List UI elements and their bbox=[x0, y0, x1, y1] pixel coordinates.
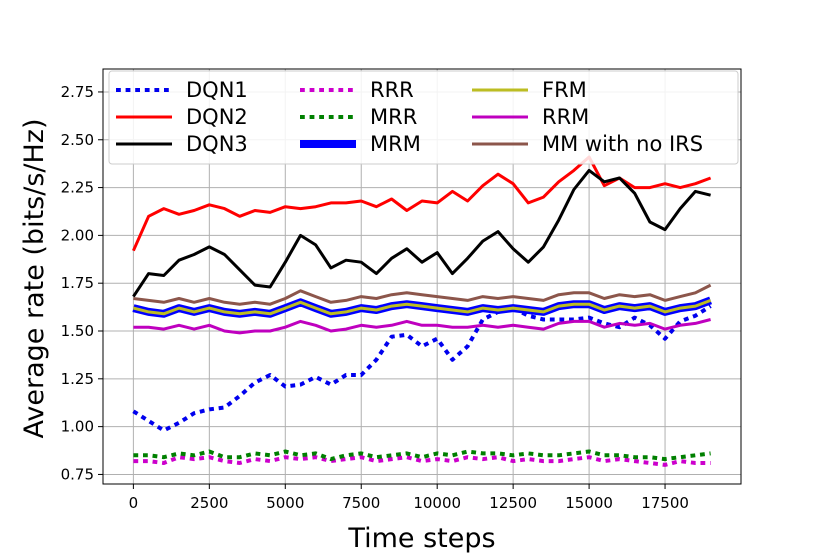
legend-label: DQN1 bbox=[186, 78, 248, 102]
x-tick-label: 15000 bbox=[565, 494, 613, 512]
y-tick-label: 1.75 bbox=[61, 274, 94, 292]
legend-label: MRM bbox=[370, 132, 421, 156]
y-tick-label: 2.25 bbox=[61, 179, 94, 197]
legend-box bbox=[108, 70, 739, 165]
legend-label: MM with no IRS bbox=[542, 132, 703, 156]
x-tick-label: 7500 bbox=[342, 494, 380, 512]
series-line-rrr bbox=[133, 455, 711, 467]
x-tick-label: 2500 bbox=[190, 494, 228, 512]
y-tick-label: 1.00 bbox=[61, 418, 94, 436]
x-tick-label: 12500 bbox=[489, 494, 537, 512]
y-axis-label: Average rate (bits/s/Hz) bbox=[19, 119, 50, 439]
series-line-frm bbox=[133, 298, 712, 316]
y-tick-label: 1.50 bbox=[61, 322, 94, 340]
legend-label: DQN3 bbox=[186, 132, 248, 156]
legend-label: MRR bbox=[370, 105, 417, 129]
y-tick-label: 2.00 bbox=[61, 226, 94, 244]
y-tick-label: 2.75 bbox=[61, 83, 94, 101]
legend-label: RRR bbox=[370, 78, 414, 102]
x-tick-label: 5000 bbox=[266, 494, 304, 512]
series-line-dqn1 bbox=[132, 304, 712, 433]
series-line-dqn2 bbox=[132, 155, 712, 252]
y-tick-label: 0.75 bbox=[61, 465, 94, 483]
plot-frame bbox=[102, 68, 742, 485]
series-line-mrr bbox=[133, 449, 711, 462]
x-tick-label: 0 bbox=[129, 494, 139, 512]
x-tick-label: 10000 bbox=[413, 494, 461, 512]
legend-label: RRM bbox=[542, 105, 589, 129]
legend-label: FRM bbox=[542, 78, 587, 102]
axis-ticks: 0 2500 5000 7500 10000 12500 15000 17500 0.75 1.0… bbox=[61, 83, 689, 512]
x-tick-label: 17500 bbox=[641, 494, 689, 512]
series-line-rrm bbox=[133, 318, 711, 335]
series-line-dqn3 bbox=[132, 168, 711, 298]
y-tick-label: 2.50 bbox=[61, 131, 94, 149]
x-axis-label: Time steps bbox=[347, 523, 495, 554]
y-tick-label: 1.25 bbox=[61, 370, 94, 388]
legend-label: DQN2 bbox=[186, 105, 248, 129]
legend: DQN1 DQN2 DQN3 RRR MRR MRM FRM RRM MM with no IR… bbox=[108, 70, 739, 165]
series-lines bbox=[132, 155, 713, 467]
series-line-mm-with-no-irs bbox=[133, 283, 712, 306]
